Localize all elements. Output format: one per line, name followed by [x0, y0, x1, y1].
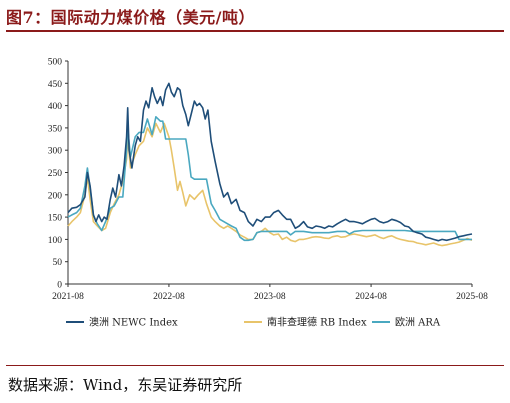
- y-tick-label: 250: [48, 169, 63, 179]
- chart-svg: 0 50 100 150 200 250 300 350 400 450 500 2021-08 202…: [48, 58, 488, 329]
- x-tick-label: 2025-08: [456, 292, 488, 302]
- x-tick-label: 2022-08: [153, 292, 185, 302]
- chart-title: 图7：国际动力煤价格（美元/吨）: [6, 8, 255, 27]
- y-tick-label: 50: [53, 258, 63, 268]
- x-tick-label: 2023-08: [254, 292, 286, 302]
- y-tick-label: 400: [48, 102, 63, 112]
- legend-label-2: 欧洲 ARA: [395, 317, 441, 329]
- series-line-2: [67, 116, 472, 242]
- series-line-0: [67, 82, 473, 242]
- chart-axes: 0 50 100 150 200 250 300 350 400 450 500 2021-08 202…: [48, 58, 488, 303]
- y-tick-label: 300: [48, 147, 63, 157]
- legend-label-0: 澳洲 NEWC Index: [89, 316, 178, 329]
- legend-label-1: 南非查理德 RB Index: [267, 316, 367, 329]
- chart-legend: 澳洲 NEWC Index 南非查理德 RB Index 欧洲 ARA: [66, 316, 441, 329]
- x-tick-label: 2024-08: [355, 292, 387, 302]
- y-tick-label: 200: [48, 191, 63, 201]
- source-note: 数据来源：Wind，东吴证券研究所: [8, 376, 243, 394]
- y-tick-label: 500: [48, 58, 63, 68]
- x-tick-label: 2021-08: [52, 292, 84, 302]
- y-tick-label: 450: [48, 80, 63, 90]
- chart-series: [67, 82, 473, 247]
- title-divider: [6, 30, 504, 32]
- source-divider: [6, 365, 504, 366]
- y-tick-label: 350: [48, 124, 63, 134]
- y-tick-label: 100: [48, 236, 63, 246]
- y-tick-label: 150: [48, 214, 63, 224]
- y-tick-label: 0: [57, 281, 62, 291]
